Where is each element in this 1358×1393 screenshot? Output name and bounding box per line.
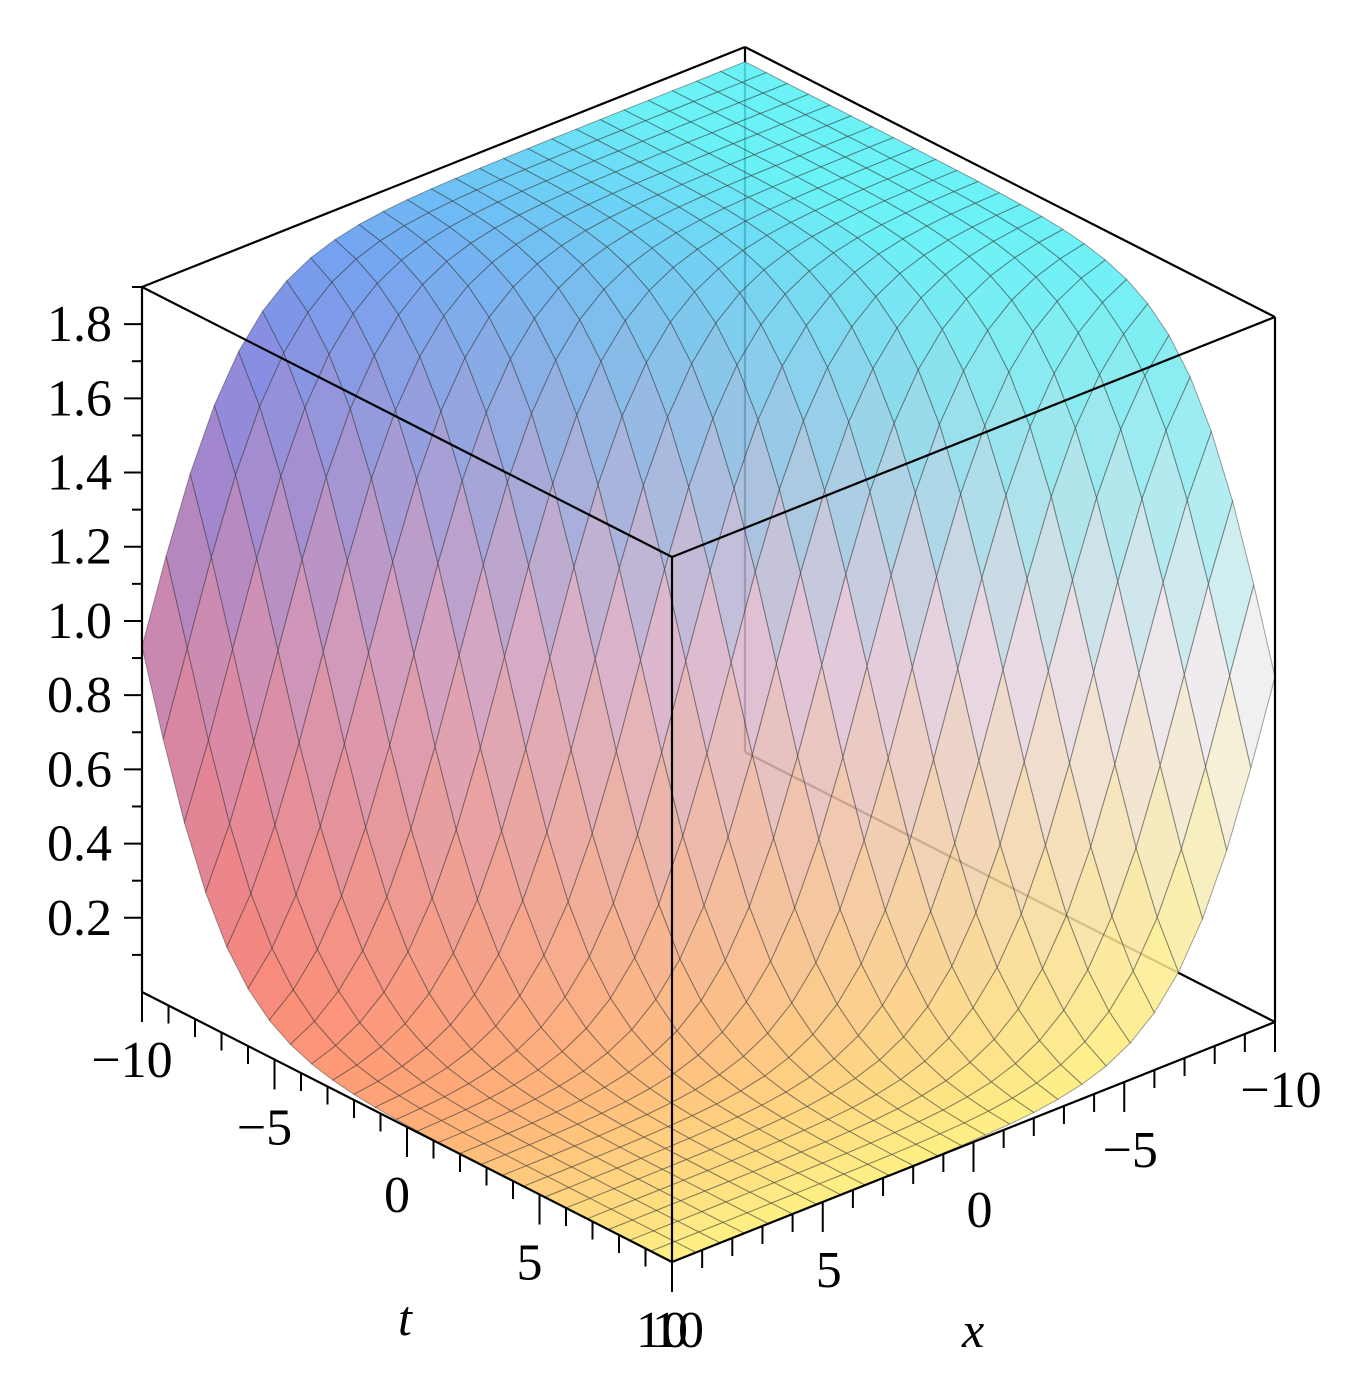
box-edge-top-front-left [141, 286, 673, 558]
t-tick-label: 5 [517, 1235, 543, 1292]
t-axis: −10 −5 0 5 10 [91, 992, 688, 1359]
x-tick-label: −5 [1103, 1122, 1158, 1179]
z-tick-label: 0.8 [47, 667, 112, 724]
box-edge-top-back-right [744, 46, 1276, 318]
t-tick-label: 0 [384, 1167, 410, 1224]
x-axis: −10 −5 0 5 10 [652, 1022, 1322, 1359]
surface-mesh [141, 61, 1276, 1263]
box-edge-top-front-right [671, 315, 1276, 559]
z-tick-label: 1.0 [47, 593, 112, 650]
x-tick-label: 10 [652, 1302, 704, 1359]
z-tick-label: 1.2 [47, 519, 112, 576]
t-tick-label: 10 [636, 1302, 688, 1359]
z-tick-label: 0.6 [47, 741, 112, 798]
x-axis-title: x [961, 1302, 984, 1358]
z-tick-label: 1.6 [47, 370, 112, 427]
t-axis-title: t [398, 1290, 413, 1346]
z-tick-label: 1.4 [47, 445, 112, 502]
t-tick-label: −5 [237, 1100, 292, 1157]
x-tick-label: 5 [816, 1242, 842, 1299]
x-tick-label: 0 [967, 1182, 993, 1239]
surface-patch [1229, 584, 1276, 768]
z-tick-label: 0.4 [47, 816, 112, 873]
x-tick-label: −10 [1240, 1062, 1321, 1119]
z-axis: 0.2 0.4 0.6 0.8 1.0 1.2 1.4 1.6 1.8 [47, 286, 142, 956]
z-tick-label: 0.2 [47, 890, 112, 947]
z-tick-label: 1.8 [47, 296, 112, 353]
t-tick-label: −10 [91, 1032, 172, 1089]
box-edge-top-back-left [141, 45, 746, 289]
surface-patch [1060, 1040, 1107, 1085]
